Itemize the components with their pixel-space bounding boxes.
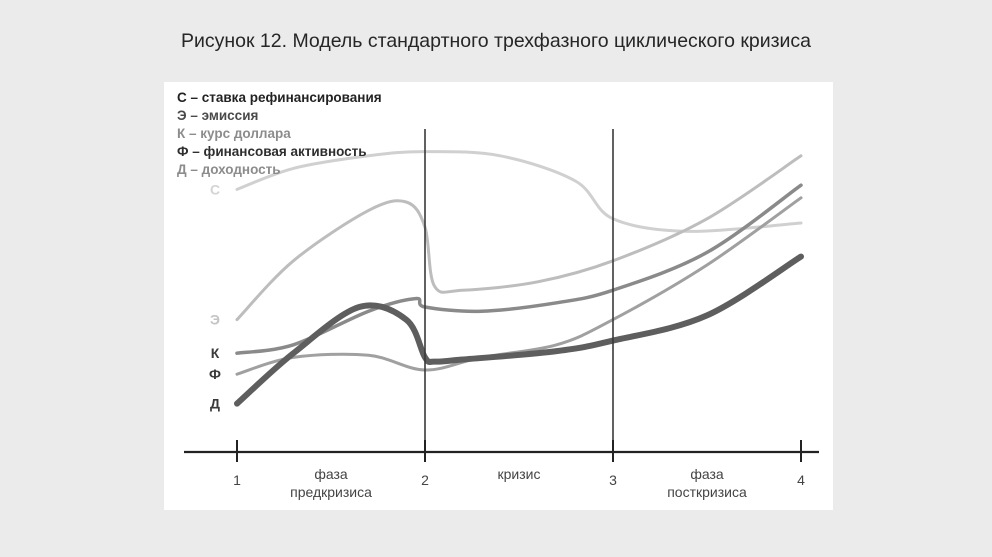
legend-entry-k: К – курс доллара xyxy=(177,126,291,141)
series-label-c: С xyxy=(210,181,220,197)
chart-svg: С Э КФД 1 2 3 4 фаза предкризиса кризис фаза посткр… xyxy=(184,129,819,500)
legend-entry-e: Э – эмиссия xyxy=(177,108,259,123)
tick-label-3: 3 xyxy=(609,472,617,488)
phase-label-3-line1: фаза xyxy=(690,466,724,482)
tick-label-1: 1 xyxy=(233,472,241,488)
chart-title: Рисунок 12. Модель стандартного трехфазн… xyxy=(180,30,812,52)
phase-label-2-line1: кризис xyxy=(498,466,541,482)
legend-entry-c: С – ставка рефинансирования xyxy=(177,90,382,105)
series-label-d: Д xyxy=(210,396,220,412)
series-label-e: Э xyxy=(210,312,220,328)
legend-entry-f: Ф – финансовая активность xyxy=(177,144,367,159)
series-label-k: К xyxy=(211,345,220,361)
legend-entry-d: Д – доходность xyxy=(177,162,281,177)
series-line-e xyxy=(235,154,803,322)
series-line-k xyxy=(235,183,803,355)
legend: С – ставка рефинансирования Э – эмиссия … xyxy=(177,89,382,179)
phase-label-1-line2: предкризиса xyxy=(290,484,372,500)
series-label-f: Ф xyxy=(209,366,221,382)
tick-label-2: 2 xyxy=(421,472,429,488)
series-line-d xyxy=(234,253,804,407)
chart-panel: С Э К Ф Д 1 2 3 4 фаза предкризиса кризис фаза посткр… xyxy=(164,82,833,510)
phase-label-3-line2: посткризиса xyxy=(667,484,747,500)
tick-label-4: 4 xyxy=(797,472,805,488)
phase-label-1-line1: фаза xyxy=(314,466,348,482)
